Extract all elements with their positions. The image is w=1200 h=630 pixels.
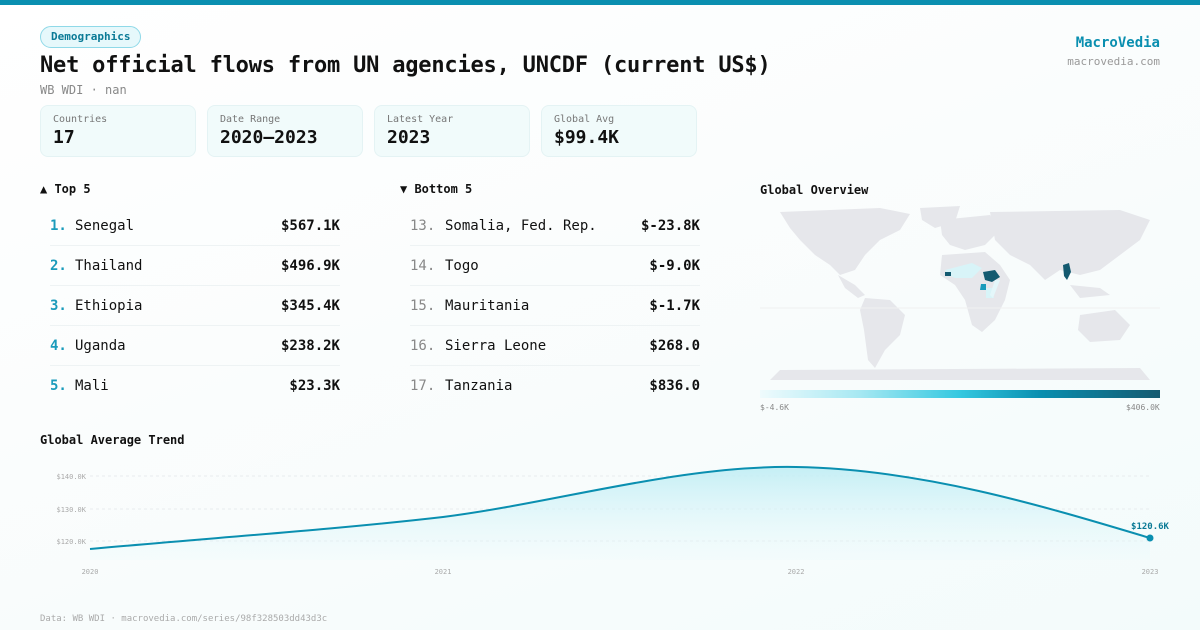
country-name: Senegal [75,217,135,234]
map-title: Global Overview [760,183,869,197]
world-choropleth-map[interactable] [760,200,1160,380]
stat-card-latest-year: Latest Year 2023 [374,105,530,157]
country-value: $-1.7K [649,297,700,314]
country-value: $238.2K [280,337,340,354]
stat-label: Countries [53,114,108,125]
list-item[interactable]: 14. Togo $-9.0K [410,246,700,286]
rank: 3. [50,297,67,314]
category-tag[interactable]: Demographics [40,26,142,48]
rank: 13. [410,217,436,234]
stat-value: 2023 [387,127,431,148]
rank: 4. [50,337,67,354]
country-name: Ethiopia [75,297,143,314]
country-name: Togo [445,257,479,274]
ethiopia-region[interactable] [983,270,1000,282]
map-legend-gradient [760,390,1160,398]
land-shapes [770,206,1150,380]
y-axis-labels: $140.0K $130.0K $120.0K [56,473,86,546]
list-item[interactable]: 2. Thailand $496.9K [50,246,340,286]
country-value: $23.3K [289,378,340,394]
country-value: $836.0 [649,378,700,394]
stat-card-date-range: Date Range 2020–2023 [207,105,363,157]
country-value: $345.4K [280,297,340,314]
senegal-region[interactable] [945,272,951,276]
trend-line [89,465,1151,550]
country-name: Mali [75,378,109,394]
stat-card-global-avg: Global Avg $99.4K [541,105,697,157]
stat-value: $99.4K [554,127,620,148]
legend-min-label: $-4.6K [760,403,789,412]
country-value: $496.9K [280,257,340,274]
top-5-list: ▲ Top 5 1. Senegal $567.1K 2. Thailand $… [40,182,340,406]
country-value: $268.0 [649,337,700,354]
rank: 16. [410,337,436,354]
x-tick-label: 2020 [82,568,99,576]
bottom-5-heading: ▼ Bottom 5 [400,182,473,196]
stat-value: 2020–2023 [220,127,318,148]
stat-label: Latest Year [387,114,454,125]
list-item[interactable]: 3. Ethiopia $345.4K [50,286,340,326]
rank: 2. [50,257,67,274]
list-item[interactable]: 15. Mauritania $-1.7K [410,286,700,326]
country-name: Mauritania [445,297,530,314]
country-name: Sierra Leone [445,337,547,354]
country-name: Tanzania [445,378,513,394]
rank: 5. [50,378,67,394]
footer-source[interactable]: Data: WB WDI · macrovedia.com/series/98f… [40,614,328,624]
country-value: $567.1K [280,217,340,234]
legend-max-label: $406.0K [1126,403,1160,412]
page-subtitle: WB WDI · nan [40,83,127,97]
mali-mauritania-region[interactable] [945,263,982,278]
list-item[interactable]: 17. Tanzania $836.0 [410,366,700,406]
stat-value: 17 [53,127,75,148]
rank: 1. [50,217,67,234]
y-tick-label: $130.0K [56,506,86,514]
highlighted-countries [945,263,1071,298]
stat-card-countries: Countries 17 [40,105,196,157]
end-point-marker[interactable] [1146,534,1154,542]
x-axis-labels: 2020 2021 2022 2023 [82,568,1159,576]
rank: 17. [410,378,436,394]
thailand-region[interactable] [1063,263,1071,280]
somalia-region[interactable] [990,280,1000,298]
page-title: Net official flows from UN agencies, UNC… [40,53,771,78]
country-name: Somalia, Fed. Rep. [445,217,597,234]
x-tick-label: 2022 [788,568,805,576]
top-accent-bar [0,0,1200,5]
rank: 14. [410,257,436,274]
list-item[interactable]: 1. Senegal $567.1K [50,206,340,246]
list-item[interactable]: 5. Mali $23.3K [50,366,340,406]
list-item[interactable]: 4. Uganda $238.2K [50,326,340,366]
brand-name[interactable]: MacroVedia [1075,35,1160,51]
brand-url[interactable]: macrovedia.com [1067,55,1160,68]
x-tick-label: 2023 [1142,568,1159,576]
stat-label: Date Range [220,114,281,125]
country-value: $-9.0K [649,257,700,274]
list-item[interactable]: 16. Sierra Leone $268.0 [410,326,700,366]
brand: MacroVedia macrovedia.com [1067,35,1160,68]
bottom-5-list: ▼ Bottom 5 13. Somalia, Fed. Rep. $-23.8… [400,182,700,406]
list-item[interactable]: 13. Somalia, Fed. Rep. $-23.8K [410,206,700,246]
stats-row: Countries 17 Date Range 2020–2023 Latest… [40,105,697,157]
trend-title: Global Average Trend [40,433,185,447]
rank: 15. [410,297,436,314]
y-tick-label: $140.0K [56,473,86,481]
y-tick-label: $120.0K [56,538,86,546]
x-tick-label: 2021 [435,568,452,576]
country-name: Thailand [75,257,143,274]
top-5-heading: ▲ Top 5 [40,182,91,196]
uganda-region[interactable] [980,284,986,290]
country-name: Uganda [75,337,126,354]
end-value-label: $120.6K [1131,522,1170,532]
trend-area-fill [90,466,1150,560]
country-value: $-23.8K [640,217,700,234]
stat-label: Global Avg [554,114,615,125]
trend-area-chart[interactable]: $140.0K $130.0K $120.0K $120.6K 2020 202… [0,450,1200,590]
